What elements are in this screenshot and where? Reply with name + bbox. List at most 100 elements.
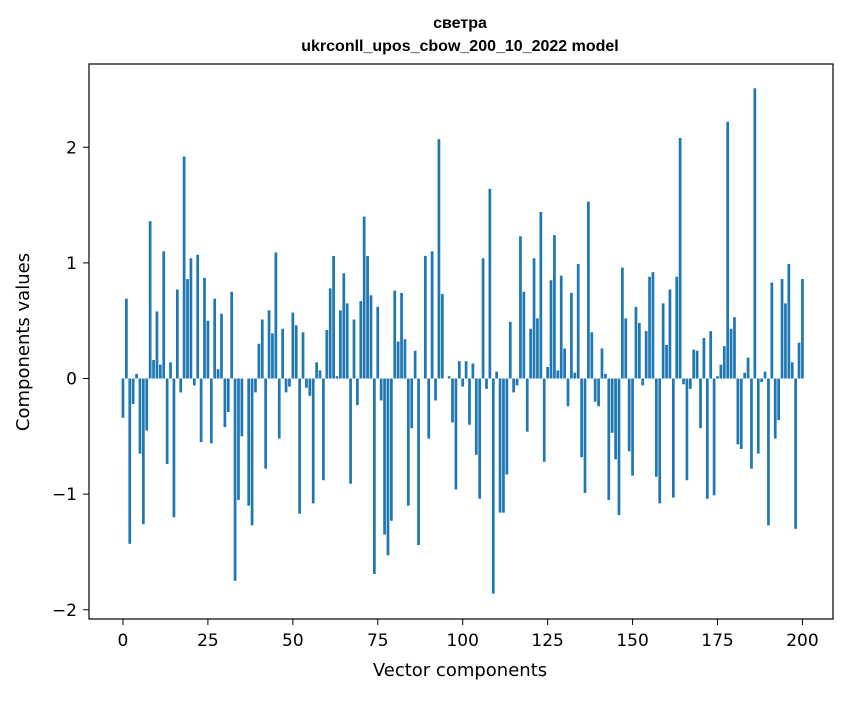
bar: [162, 251, 166, 379]
bar: [512, 378, 516, 393]
y-tick-label: 1: [66, 254, 77, 274]
bar: [739, 378, 743, 450]
bar: [128, 378, 132, 544]
bar: [692, 349, 696, 379]
bar: [339, 310, 342, 379]
bar: [634, 306, 638, 379]
bar: [733, 317, 736, 379]
bar: [695, 350, 699, 379]
bar: [284, 378, 288, 393]
bar: [332, 255, 335, 379]
bars-group: [121, 88, 804, 594]
bar: [413, 350, 417, 379]
bar: [525, 378, 529, 432]
bar: [709, 331, 713, 379]
bar: [325, 329, 329, 379]
bar: [485, 378, 488, 389]
bar: [434, 378, 437, 401]
bar: [233, 378, 237, 581]
bar: [294, 325, 298, 379]
bar: [614, 378, 617, 460]
bar: [481, 258, 485, 379]
bar: [288, 378, 291, 387]
bar: [746, 357, 750, 379]
bar: [671, 378, 675, 498]
bar: [556, 370, 560, 379]
bar: [760, 378, 764, 382]
bar: [135, 373, 138, 379]
bar: [417, 378, 420, 545]
bar: [600, 348, 604, 379]
bar: [756, 378, 760, 454]
bar: [699, 378, 702, 429]
bar: [393, 290, 397, 379]
bar: [801, 279, 804, 379]
bar: [172, 378, 176, 518]
bar: [223, 378, 227, 428]
x-tick-label: 150: [616, 631, 648, 651]
bar: [678, 138, 682, 379]
bar: [240, 378, 244, 437]
bar: [342, 273, 346, 379]
x-tick-label: 175: [701, 631, 733, 651]
bar: [237, 378, 240, 500]
bar: [736, 378, 740, 445]
bar: [366, 255, 369, 379]
bar: [277, 378, 281, 439]
x-tick-label: 200: [786, 631, 818, 651]
bar: [155, 311, 159, 379]
bar: [406, 378, 410, 506]
x-axis-label: Vector components: [373, 660, 547, 681]
bar: [454, 378, 458, 490]
bar: [787, 264, 791, 379]
bar: [345, 303, 349, 379]
bar: [145, 378, 149, 431]
bar: [474, 378, 478, 455]
bar: [226, 378, 230, 413]
plot-frame: [88, 63, 834, 620]
bar: [352, 319, 356, 379]
bar: [440, 294, 444, 379]
x-tick-label: 125: [531, 631, 563, 651]
bar: [641, 378, 645, 386]
x-tick-label: 0: [118, 631, 129, 651]
bar: [125, 298, 128, 379]
bar: [267, 310, 271, 379]
bar: [390, 378, 393, 521]
bar: [546, 366, 549, 379]
bar: [396, 341, 400, 379]
bar: [716, 376, 719, 379]
bar: [508, 321, 512, 379]
bar: [770, 282, 774, 379]
bar: [464, 361, 468, 379]
bar: [328, 288, 332, 379]
x-tick-label: 50: [282, 631, 304, 651]
bar: [668, 289, 672, 379]
x-tick-label: 100: [446, 631, 478, 651]
bar: [644, 331, 648, 379]
bar: [301, 332, 305, 379]
bar: [250, 378, 254, 526]
bar: [131, 378, 135, 404]
bar: [369, 295, 373, 379]
bar: [563, 348, 566, 379]
bar: [230, 291, 234, 379]
bar: [712, 378, 716, 496]
bar: [386, 378, 390, 556]
bar: [729, 328, 733, 379]
bar: [376, 306, 380, 379]
bar: [315, 362, 318, 379]
chart-subtitle: ukrconll_upos_cbow_200_10_2022 model: [301, 38, 618, 55]
bar: [607, 378, 611, 500]
bar: [169, 362, 172, 379]
bar: [631, 378, 634, 476]
y-tick-label: −1: [52, 485, 77, 505]
bar: [457, 361, 461, 379]
bar: [621, 267, 624, 379]
x-tick-label: 25: [197, 631, 219, 651]
bar: [654, 378, 658, 477]
bar: [254, 378, 257, 393]
y-tick-label: 2: [66, 138, 77, 158]
bar: [403, 339, 407, 379]
bar: [359, 301, 363, 379]
